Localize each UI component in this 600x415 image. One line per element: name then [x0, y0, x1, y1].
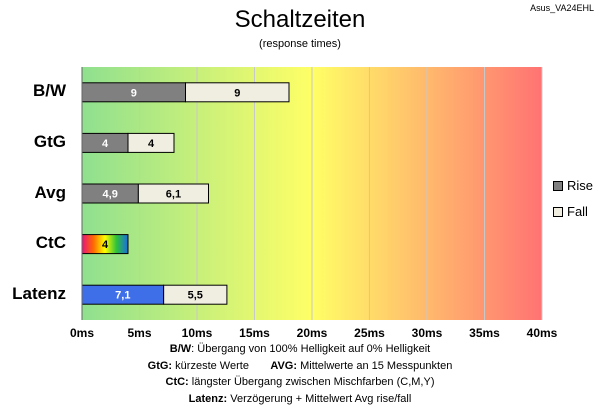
x-tick-label: 25ms — [354, 326, 385, 340]
x-tick-label: 0ms — [69, 326, 95, 340]
x-tick-label: 15ms — [239, 326, 270, 340]
note-gtg-avg: GtG: kürzeste Werte AVG: Mittelwerte an … — [147, 359, 453, 372]
monitor-model-label: Asus_VA24EHL — [530, 3, 594, 13]
note-ctc: CtC: längster Übergang zwischen Mischfar… — [165, 376, 435, 388]
x-tick-label: 5ms — [127, 326, 152, 340]
category-label: B/W — [32, 81, 66, 101]
bar-fall — [163, 284, 228, 305]
data-label-rise: 4 — [102, 138, 109, 150]
bar-fall — [137, 183, 210, 204]
category-label: GtG — [33, 131, 66, 151]
x-tick-label: 35ms — [469, 326, 500, 340]
bars: 9 9 4 4 4,9 6,1 4 7,1 5,5 — [81, 82, 290, 305]
legend-swatch-fall — [553, 207, 563, 217]
bar-fall — [185, 82, 290, 103]
category-label: Latenz — [12, 283, 66, 303]
chart-title: Schaltzeiten — [234, 6, 366, 33]
footnotes: B/W: Übergang von 100% Helligkeit auf 0%… — [0, 341, 600, 407]
data-label-fall: 9 — [234, 87, 240, 99]
legend-label-rise: Rise — [567, 178, 594, 193]
note-bw: B/W: Übergang von 100% Helligkeit auf 0%… — [169, 343, 431, 355]
data-label-rise: 4,9 — [103, 189, 118, 201]
category-label: Avg — [34, 182, 67, 202]
note-latenz: Latenz: Verzögerung + Mittelwert Avg ris… — [188, 392, 412, 405]
legend-label-fall: Fall — [567, 204, 588, 219]
data-label-fall: 5,5 — [188, 290, 203, 302]
bar-fall — [127, 132, 175, 153]
data-label-rise: 7,1 — [115, 290, 130, 302]
chart-subtitle: (response times) — [259, 38, 341, 50]
data-label-fall: 4 — [148, 138, 155, 150]
category-label: CtC — [35, 233, 66, 253]
x-tick-label: 20ms — [296, 326, 328, 340]
x-tick-label: 30ms — [411, 326, 443, 340]
legend-item-fall: Fall — [553, 204, 598, 220]
x-tick-label: 10ms — [181, 326, 213, 340]
data-label-fall: 6,1 — [166, 189, 181, 201]
data-label-rise: 9 — [131, 87, 137, 99]
data-label-rise: 4 — [102, 239, 109, 251]
legend-item-rise: Rise — [553, 178, 598, 194]
legend-swatch-rise — [553, 181, 563, 191]
x-tick-label: 40ms — [526, 326, 558, 340]
